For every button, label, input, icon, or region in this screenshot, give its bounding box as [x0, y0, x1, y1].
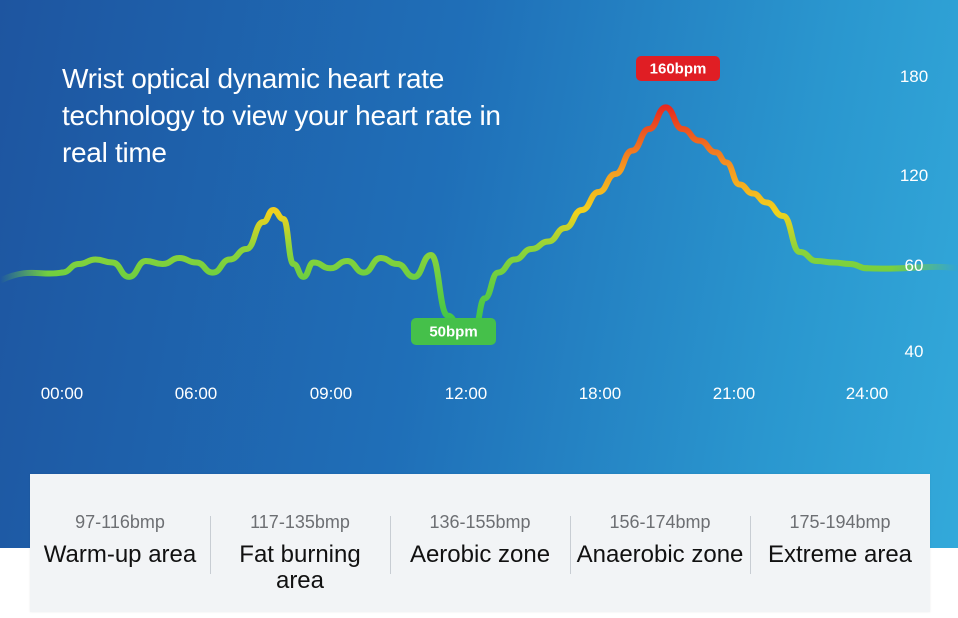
zone-name: Aerobic zone: [409, 541, 551, 568]
y-tick-label: 40: [905, 342, 924, 361]
x-tick-label: 00:00: [41, 384, 84, 403]
y-tick-label: 120: [900, 166, 928, 185]
x-tick-label: 24:00: [846, 384, 889, 403]
annotation-badge-bg: [636, 56, 720, 81]
heart-rate-line-extension: [864, 263, 958, 272]
zone-item: 175-194bmp Extreme area: [750, 474, 930, 612]
heart-rate-line: [59, 104, 870, 341]
zone-name: Fat burning area: [239, 541, 361, 594]
zone-range: 175-194bmp: [789, 512, 891, 532]
blue-background: [0, 0, 958, 548]
zone-item: 97-116bmp Warm-up area: [30, 474, 210, 612]
zone-item: 117-135bmp Fat burning area: [210, 474, 390, 612]
annotation-badge: 50bpm: [411, 318, 496, 345]
annotation-badge: 160bpm: [636, 56, 720, 81]
zone-range: 97-116bmp: [75, 512, 165, 532]
x-tick-label: 21:00: [713, 384, 756, 403]
x-tick-label: 18:00: [579, 384, 622, 403]
x-tick-label: 09:00: [310, 384, 353, 403]
zone-item: 136-155bmp Aerobic zone: [390, 474, 570, 612]
heart-rate-chart: 00:00 06:00 09:00 12:00 18:00 21:00 24:00 180 12…: [0, 56, 958, 403]
headline: Wrist optical dynamic heart rate technol…: [62, 63, 501, 168]
zone-range: 156-174bmp: [609, 512, 711, 532]
heart-rate-line-extension: [0, 269, 65, 284]
zone-range: 117-135bmp: [250, 512, 350, 532]
zone-name: Warm-up area: [43, 541, 197, 568]
x-tick-label: 12:00: [445, 384, 488, 403]
zone-range: 136-155bmp: [429, 512, 531, 532]
y-tick-label: 180: [900, 67, 928, 86]
annotation-label: 50bpm: [429, 324, 477, 341]
x-tick-label: 06:00: [175, 384, 218, 403]
zone-panel: 97-116bmp Warm-up area 117-135bmp Fat burni…: [30, 474, 930, 612]
zone-name: Extreme area: [767, 541, 913, 568]
annotation-label: 160bpm: [650, 61, 707, 78]
annotation-badge-bg: [411, 318, 496, 345]
y-tick-label: 60: [905, 256, 924, 275]
zone-item: 156-174bmp Anaerobic zone: [570, 474, 750, 612]
zone-name: Anaerobic zone: [576, 541, 744, 568]
